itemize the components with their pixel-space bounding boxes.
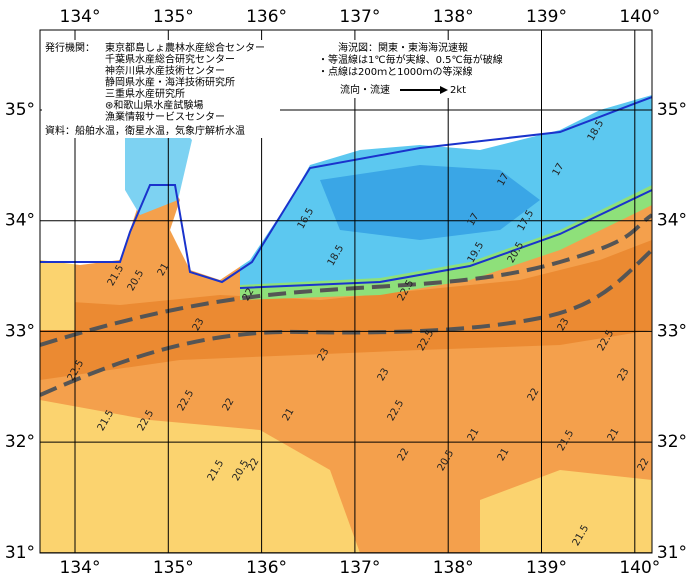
lat-label: 34°: [5, 211, 35, 231]
legend-arrowhead: [440, 86, 448, 94]
info-box: [42, 40, 280, 138]
lat-label: 32°: [5, 432, 35, 452]
lon-label: 139°: [526, 558, 567, 578]
issuer: 静岡県水産・海洋技術研究所: [105, 76, 235, 89]
lon-label: 137°: [339, 558, 380, 578]
lon-label: 134°: [60, 7, 101, 27]
lon-label: 136°: [246, 7, 287, 27]
legend-unit: 2kt: [450, 85, 466, 96]
lon-label: 135°: [153, 558, 194, 578]
lon-label: 134°: [60, 558, 101, 578]
issuer-label: 発行機関：: [45, 41, 95, 54]
lat-label: 34°: [657, 211, 687, 231]
legend-label: 流向・流速: [340, 83, 390, 96]
lat-label: 33°: [657, 321, 687, 341]
source: 資料：船舶水温，衛星水温，気象庁解析水温: [45, 124, 245, 137]
lon-label: 135°: [153, 7, 194, 27]
issuer: 三重県水産研究所: [105, 87, 185, 100]
issuer: 東京都島しょ農林水産総合センター: [105, 41, 265, 54]
lat-label: 35°: [657, 100, 687, 120]
issuer: 神奈川県水産技術センター: [105, 64, 225, 77]
lon-label: 138°: [433, 7, 474, 27]
lon-label: 137°: [339, 7, 380, 27]
kuroshio-axis: [40, 213, 652, 347]
note: ・点線は200ｍと1000ｍの等深線: [318, 65, 473, 78]
lon-label: 138°: [433, 558, 474, 578]
lat-label: 31°: [657, 543, 687, 563]
coastline: [40, 96, 652, 284]
lon-label: 140°: [619, 558, 660, 578]
note: 海況図：関東・東海海況速報: [338, 41, 468, 54]
lat-label: 33°: [5, 321, 35, 341]
lat-label: 35°: [5, 100, 35, 120]
kuroshio-core: [40, 240, 652, 380]
lon-label: 140°: [619, 7, 660, 27]
note: ・等温線は1℃毎が実線、0.5℃毎が破線: [318, 53, 503, 66]
notes-box: [310, 40, 510, 98]
lat-label: 31°: [5, 543, 35, 563]
coastal-water: [320, 165, 540, 240]
lat-label: 32°: [657, 432, 687, 452]
lon-label: 136°: [246, 558, 287, 578]
texts: 134° 134° 135° 135° 136° 136° 137° 137° 138° 138°…: [5, 7, 687, 578]
issuer: 千葉県水産総合研究センター: [105, 53, 235, 66]
issuer: 漁業情報サービスセンター: [105, 110, 225, 123]
isobath: [239, 189, 652, 289]
frame: [39, 29, 653, 554]
issuer: ⊛和歌山県水産試験場: [105, 99, 203, 112]
cool-water: [40, 400, 360, 553]
lon-label: 139°: [526, 7, 567, 27]
cool-water: [480, 470, 652, 553]
